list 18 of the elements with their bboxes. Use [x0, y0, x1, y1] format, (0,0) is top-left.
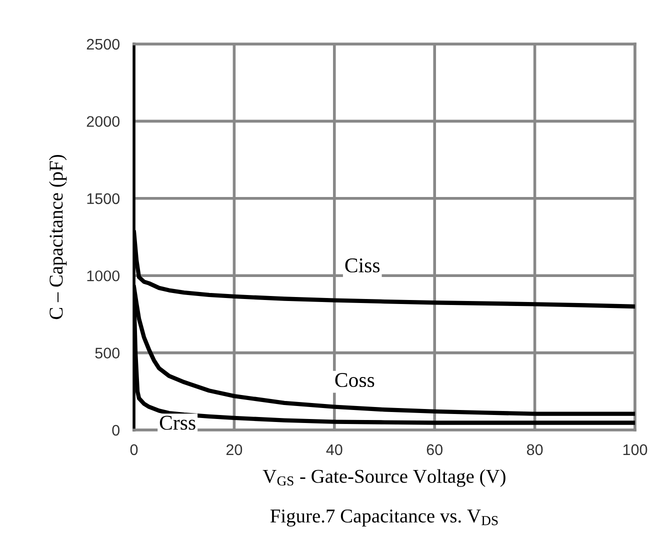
- y-tick-label: 0: [112, 424, 120, 436]
- y-tick-label: 2500: [86, 38, 120, 50]
- y-tick-label: 1500: [87, 193, 120, 204]
- y-tick-label: 500: [95, 348, 120, 358]
- x-tick-label: 60: [426, 444, 442, 456]
- series-label: Crss: [160, 416, 196, 430]
- x-tick-label: 0: [130, 444, 138, 456]
- y-axis-title: C – Capacitance (pF): [49, 154, 67, 320]
- x-tick-label: 100: [623, 444, 648, 456]
- y-tick-label: 1000: [87, 270, 120, 282]
- x-tick-label: 40: [326, 444, 342, 456]
- series-label: Coss: [335, 373, 374, 388]
- y-tick-label: 2000: [86, 116, 120, 127]
- x-axis-title: V$_{GS}$ - Gate-Source Voltage (V): [262, 469, 506, 487]
- text: Figure.7 Capacitance vs. V$_{DS}$: [270, 510, 498, 527]
- series-label: Ciss: [345, 258, 380, 272]
- x-tick-label: 80: [526, 444, 543, 456]
- x-tick-label: 20: [226, 444, 242, 456]
